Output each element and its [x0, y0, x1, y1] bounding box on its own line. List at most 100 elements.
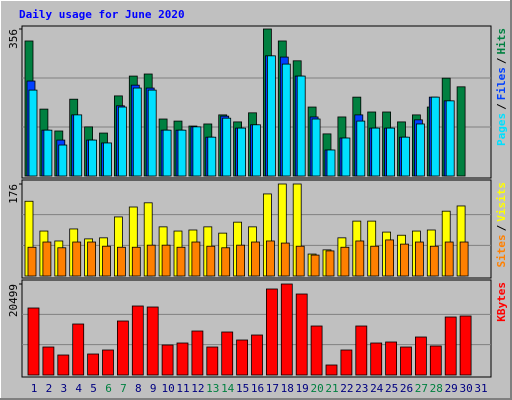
bar: [192, 126, 202, 177]
bar: [459, 315, 472, 376]
bar: [326, 149, 336, 177]
bar: [386, 127, 396, 177]
bar: [370, 342, 383, 376]
bar: [295, 245, 305, 277]
x-tick-label: 28: [430, 382, 443, 395]
bar: [429, 245, 439, 277]
x-tick-label: 8: [135, 382, 142, 395]
x-tick-label: 26: [400, 382, 413, 395]
bar: [57, 354, 70, 376]
x-tick-label: 19: [296, 382, 309, 395]
bar: [400, 243, 409, 277]
legend: Pages / Files / Hits: [495, 28, 508, 146]
x-tick-label: 30: [459, 382, 472, 395]
bar: [28, 89, 38, 177]
bar: [102, 245, 111, 277]
bar: [161, 244, 171, 277]
x-tick-label: 29: [445, 382, 458, 395]
y-max-label: 356: [7, 29, 20, 49]
bar: [370, 245, 380, 277]
bar: [147, 89, 157, 177]
y-max-label: 20499: [7, 284, 20, 317]
x-tick-label: 5: [90, 382, 97, 395]
x-tick-label: 9: [150, 382, 157, 395]
x-tick-label: 22: [340, 382, 353, 395]
legend: Sites / Visits: [495, 182, 508, 268]
bar: [385, 341, 398, 376]
bar: [251, 241, 260, 277]
bar: [102, 349, 114, 376]
bar: [265, 288, 278, 376]
bar: [310, 325, 323, 376]
bar: [280, 242, 290, 277]
bar: [131, 246, 141, 277]
bar: [281, 63, 291, 177]
bar: [222, 117, 232, 177]
x-tick-label: 6: [105, 382, 112, 395]
bar: [42, 241, 52, 277]
x-tick-label: 20: [310, 382, 323, 395]
bar: [311, 118, 321, 177]
bar: [43, 129, 53, 177]
x-tick-label: 13: [206, 382, 219, 395]
bar: [414, 241, 424, 277]
bar: [176, 246, 186, 277]
bar: [341, 137, 351, 177]
x-tick-label: 27: [415, 382, 428, 395]
bar: [221, 247, 231, 277]
x-tick-label: 24: [370, 382, 384, 395]
x-tick-label: 23: [355, 382, 368, 395]
legend-entry: Visits: [495, 182, 508, 222]
bar: [371, 127, 381, 177]
bar: [27, 307, 40, 376]
bar: [146, 306, 159, 376]
bar: [88, 139, 97, 177]
bar: [132, 87, 142, 177]
legend-separator: /: [495, 224, 508, 231]
chart-title: Daily usage for June 2020: [19, 8, 185, 21]
bar: [266, 55, 276, 177]
bar: [355, 240, 365, 277]
bar: [251, 334, 263, 376]
bar: [162, 129, 172, 177]
bar: [401, 136, 410, 177]
x-tick-label: 14: [221, 382, 235, 395]
bar: [87, 353, 99, 376]
bar: [27, 246, 37, 277]
x-tick-label: 7: [120, 382, 127, 395]
x-tick-label: 21: [325, 382, 338, 395]
bar: [191, 241, 201, 277]
bar: [236, 244, 246, 277]
bar: [385, 239, 395, 277]
x-tick-label: 10: [161, 382, 174, 395]
legend-separator: /: [495, 103, 508, 110]
x-tick-label: 18: [281, 382, 294, 395]
legend-entry: KBytes: [495, 282, 508, 322]
x-tick-label: 3: [60, 382, 67, 395]
bar: [355, 325, 368, 376]
x-tick-label: 25: [385, 382, 398, 395]
bar: [103, 142, 112, 177]
x-tick-label: 2: [46, 382, 53, 395]
bar: [58, 144, 68, 177]
bar: [118, 106, 127, 177]
bar: [430, 96, 440, 177]
bar: [459, 241, 469, 277]
bar: [252, 124, 261, 177]
bar: [429, 345, 442, 376]
legend-entry: Pages: [495, 113, 508, 146]
bar: [414, 336, 427, 376]
bar: [87, 241, 96, 277]
legend-separator: /: [495, 57, 508, 64]
y-max-label: 176: [7, 184, 20, 204]
bar: [237, 127, 247, 177]
bar: [131, 305, 144, 376]
bar: [325, 364, 338, 376]
x-tick-label: 31: [474, 382, 487, 395]
bar: [72, 241, 82, 277]
bar: [265, 240, 275, 277]
bar: [176, 342, 189, 376]
bar: [400, 346, 412, 376]
